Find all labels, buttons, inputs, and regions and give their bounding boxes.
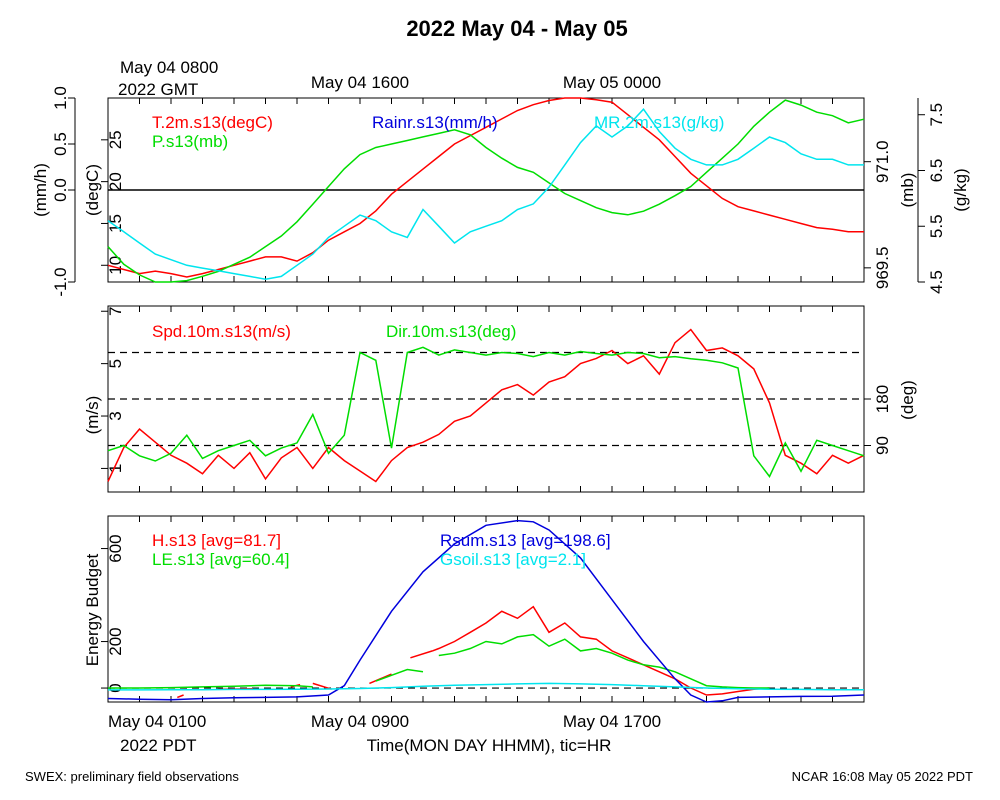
rain-axis-tick-label: 0.0 (51, 178, 70, 202)
gmt-year-label: 2022 GMT (118, 80, 198, 99)
pdt-year-label: 2022 PDT (120, 736, 197, 755)
bottom-legend-green: LE.s13 [avg=60.4] (152, 550, 290, 569)
bottom-legend-blue: Rsum.s13 [avg=198.6] (440, 531, 611, 550)
energy-axis-title: Energy Budget (83, 553, 102, 666)
mixing-ratio-axis-axis-title: (g/kg) (951, 168, 970, 211)
x-axis-title: Time(MON DAY HHMM), tic=HR (367, 736, 612, 755)
pressure-axis-axis-title: (mb) (898, 173, 917, 208)
speed-axis-tick-label: 3 (106, 411, 125, 420)
top-legend-cyan: MR.2m.s13(g/kg) (594, 113, 724, 132)
mixing-ratio-axis-tick-label: 6.5 (927, 159, 946, 183)
temp-axis-axis-title: (degC) (83, 164, 102, 216)
rain-axis-tick-label: 0.5 (51, 132, 70, 156)
mixing-ratio-axis-tick-label: 4.5 (927, 270, 946, 294)
top-legend-green: P.s13(mb) (152, 132, 228, 151)
pressure-axis-tick-label: 969.5 (873, 247, 892, 290)
series-green-segment (375, 668, 424, 682)
rain-axis-axis-title: (mm/h) (31, 163, 50, 217)
direction-axis-tick-label: 180 (873, 385, 892, 413)
pdt-time-label: May 04 0900 (311, 712, 409, 731)
temp-axis-tick-label: 20 (106, 172, 125, 191)
series-green-segment (108, 684, 313, 689)
speed-axis-axis-title: (m/s) (83, 396, 102, 435)
temp-axis-tick-label: 15 (106, 214, 125, 233)
series-cyan-line (108, 682, 864, 691)
series-green-segment (438, 633, 770, 689)
gmt-time-label: May 04 0800 (120, 58, 218, 77)
series-blue-line (107, 519, 865, 703)
middle-panel: 1 3 5 7 (m/s) 90 180 (deg) Spd.10m.s13(m/s) Dir.1… (83, 305, 917, 493)
direction-axis-tick-label: 90 (873, 436, 892, 455)
energy-axis-tick-label: 200 (106, 627, 125, 655)
top-legend-blue: Rainr.s13(mm/h) (372, 113, 498, 132)
rain-axis-tick-label: 1.0 (51, 86, 70, 110)
speed-axis-tick-label: 1 (106, 464, 125, 473)
footer-left-note: SWEX: preliminary field observations (25, 769, 239, 784)
series-red-line (107, 97, 864, 278)
series-green-line (107, 99, 865, 283)
series-red-segment (177, 694, 184, 699)
mixing-ratio-axis-tick-label: 5.5 (927, 214, 946, 238)
middle-legend-red: Spd.10m.s13(m/s) (152, 322, 291, 341)
series-red-segment (312, 682, 332, 690)
footer-right-note: NCAR 16:08 May 05 2022 PDT (792, 769, 973, 784)
energy-axis-tick-label: 600 (106, 534, 125, 562)
pdt-time-label: May 04 0100 (108, 712, 206, 731)
page-title: 2022 May 04 - May 05 (406, 16, 627, 41)
series-red-segment (410, 650, 433, 659)
speed-axis-tick-label: 7 (106, 307, 125, 316)
speed-axis-tick-label: 5 (106, 359, 125, 368)
mixing-ratio-axis-tick-label: 7.5 (927, 103, 946, 127)
pdt-time-label: May 04 1700 (563, 712, 661, 731)
top-panel: -1.00.00.51.0(mm/h)10152025(degC)969.597… (31, 86, 970, 296)
middle-legend-green: Dir.10m.s13(deg) (386, 322, 516, 341)
time-axis-labels: May 04 0800 2022 GMT May 04 1600 May 05 000… (108, 58, 661, 755)
pressure-axis-tick-label: 971.0 (873, 140, 892, 183)
series-cyan-line (107, 108, 864, 280)
rain-axis-tick-label: -1.0 (51, 267, 70, 296)
gmt-time-label: May 05 0000 (563, 73, 661, 92)
bottom-legend-cyan: Gsoil.s13 [avg=2.1] (440, 550, 586, 569)
series-red-segment (432, 605, 770, 696)
series-red-line (107, 328, 865, 483)
bottom-legend-red: H.s13 [avg=81.7] (152, 531, 281, 550)
direction-axis-axis-title: (deg) (898, 380, 917, 420)
temp-axis-tick-label: 25 (106, 130, 125, 149)
gmt-time-label: May 04 1600 (311, 73, 409, 92)
series-green-line (107, 346, 865, 478)
top-legend-red: T.2m.s13(degC) (152, 113, 273, 132)
